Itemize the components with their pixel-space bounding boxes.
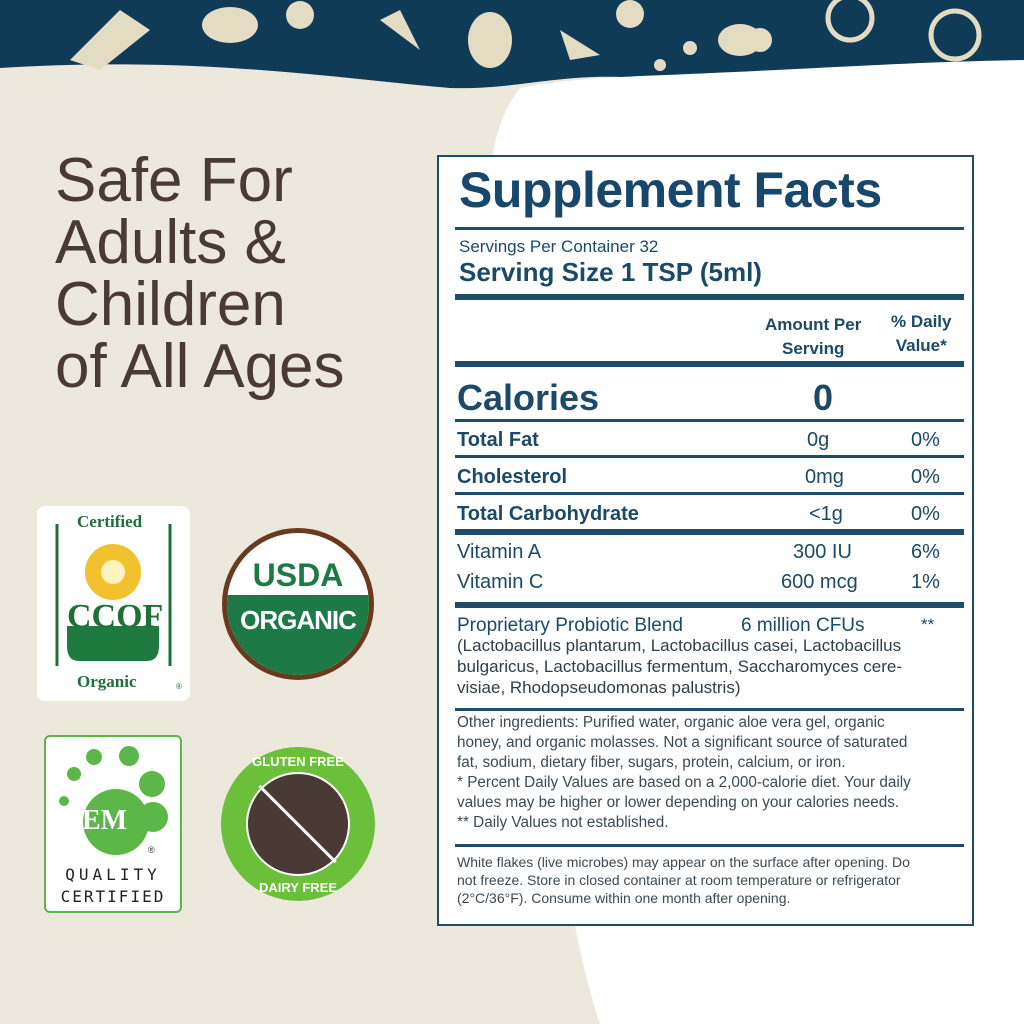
em-quality-certified-badge: EM ® QUALITY CERTIFIED — [44, 735, 182, 913]
gluten-dairy-free-badge: GLUTEN FREE DAIRY FREE — [221, 747, 375, 901]
ccof-bottom-text: Organic — [77, 672, 137, 691]
gluten-free-text: GLUTEN FREE — [252, 754, 344, 769]
serving-size: Serving Size 1 TSP (5ml) — [459, 257, 762, 287]
divider — [455, 602, 964, 608]
divider — [455, 708, 964, 711]
total-carbohydrate-amount: <1g — [809, 503, 843, 525]
header-line: Amount Per — [765, 315, 862, 334]
total-fat-dv: 0% — [911, 429, 940, 451]
headline-line: Safe For — [55, 146, 293, 215]
vitamin-c-amount: 600 mcg — [781, 571, 858, 593]
organic-text: ORGANIC — [240, 605, 357, 635]
headline: Safe For Adults & Children of All Ages — [55, 150, 345, 398]
divider — [455, 361, 964, 367]
other-ingredients: Other ingredients: Purified water, organ… — [457, 713, 911, 833]
divider — [455, 419, 964, 422]
vitamin-c-label: Vitamin C — [457, 571, 544, 593]
usda-text: USDA — [252, 557, 344, 593]
total-carbohydrate-dv: 0% — [911, 503, 940, 525]
vitamin-a-label: Vitamin A — [457, 541, 542, 563]
usda-green-band — [227, 595, 369, 675]
probiotic-blend-dv: ** — [921, 615, 935, 634]
nature-pattern-icons — [70, 0, 982, 71]
text-line: bulgaricus, Lactobacillus fermentum, Sac… — [457, 657, 903, 676]
text-line: * Percent Daily Values are based on a 2,… — [457, 774, 911, 791]
headline-line: of All Ages — [55, 332, 345, 401]
servings-per-container: Servings Per Container 32 — [459, 237, 659, 256]
text-line: (2°C/36°F). Consume within one month aft… — [457, 890, 791, 906]
text-line: (Lactobacillus plantarum, Lactobacillus … — [457, 636, 902, 655]
header-line: Serving — [781, 339, 845, 358]
vitamin-a-dv: 6% — [911, 541, 940, 563]
header-line: Value* — [895, 336, 947, 355]
supplement-facts-panel: Supplement Facts Servings Per Container … — [437, 155, 974, 926]
header-line: % Daily — [891, 312, 952, 331]
usda-organic-badge: USDA ORGANIC — [222, 528, 374, 680]
vitamin-c-dv: 1% — [911, 571, 940, 593]
calories-label: Calories — [457, 377, 600, 418]
text-line: honey, and organic molasses. Not a signi… — [457, 734, 908, 751]
total-carbohydrate-label: Total Carbohydrate — [457, 503, 639, 525]
ccof-certified-organic-badge: Certified CCOF Organic ® — [37, 506, 190, 701]
em-dots-icon — [59, 746, 168, 855]
total-fat-amount: 0g — [807, 429, 830, 451]
probiotic-strains: (Lactobacillus plantarum, Lactobacillus … — [457, 635, 902, 698]
ccof-name: CCOF — [67, 598, 164, 635]
text-line: Other ingredients: Purified water, organ… — [457, 714, 885, 731]
text-line: values may be higher or lower depending … — [457, 794, 900, 811]
text-line: White flakes (live microbes) may appear … — [457, 854, 910, 870]
text-line: visiae, Rhodopseudomonas palustris) — [457, 678, 741, 697]
registered-mark: ® — [176, 682, 182, 691]
probiotic-blend-amount: 6 million CFUs — [741, 615, 865, 636]
headline-line: Children — [55, 270, 286, 339]
facts-title: Supplement Facts — [459, 162, 882, 218]
quality-text: QUALITY — [65, 865, 161, 884]
certified-text: CERTIFIED — [60, 887, 166, 906]
ccof-logo-icon — [55, 524, 172, 666]
text-line: ** Daily Values not established. — [457, 814, 669, 831]
divider — [455, 492, 964, 495]
text-line: fat, sodium, dietary fiber, sugars, prot… — [457, 754, 846, 771]
amount-per-serving-header: Amount Per Serving — [765, 313, 861, 361]
no-wheat-no-milk-icon — [246, 772, 350, 876]
divider — [455, 529, 964, 535]
cholesterol-dv: 0% — [911, 466, 940, 488]
probiotic-blend-label: Proprietary Probiotic Blend — [457, 615, 683, 636]
total-fat-label: Total Fat — [457, 429, 539, 451]
storage-notice: White flakes (live microbes) may appear … — [457, 853, 910, 907]
vitamin-a-amount: 300 IU — [793, 541, 852, 563]
divider — [455, 455, 964, 458]
em-logo-text: EM — [82, 805, 128, 836]
cholesterol-label: Cholesterol — [457, 466, 568, 488]
divider — [455, 844, 964, 847]
divider — [455, 294, 964, 300]
headline-line: Adults & — [55, 208, 286, 277]
dairy-free-text: DAIRY FREE — [258, 880, 337, 895]
divider — [455, 227, 964, 230]
ccof-top-text: Certified — [77, 512, 143, 531]
text-line: not freeze. Store in closed container at… — [457, 872, 901, 888]
calories-value: 0 — [813, 377, 834, 418]
daily-value-header: % Daily Value* — [891, 310, 951, 358]
cholesterol-amount: 0mg — [805, 466, 844, 488]
registered-mark: ® — [148, 845, 155, 855]
